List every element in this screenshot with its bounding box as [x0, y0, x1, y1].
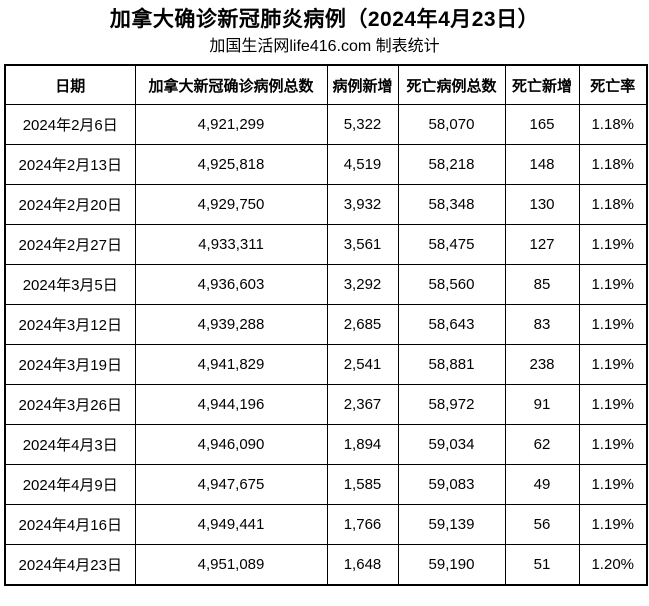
value-cell: 58,881 — [397, 344, 506, 385]
value-cell: 1,894 — [326, 424, 399, 465]
column-header: 病例新增 — [326, 64, 399, 105]
table-row: 2024年3月19日 4,941,829 2,541 58,881 238 1.19% — [4, 344, 648, 385]
table-row: 2024年3月12日 4,939,288 2,685 58,643 83 1.19% — [4, 304, 648, 345]
covid-stats-table: 日期 加拿大新冠确诊病例总数 病例新增 死亡病例总数 死亡新增 死亡率 2024年2月6日… — [4, 64, 648, 586]
date-cell: 2024年4月16日 — [4, 504, 136, 545]
value-cell: 3,932 — [326, 184, 399, 225]
value-cell: 1,648 — [326, 544, 399, 586]
value-cell: 59,190 — [397, 544, 506, 586]
value-cell: 49 — [504, 464, 580, 505]
value-cell: 148 — [504, 144, 580, 185]
date-cell: 2024年2月27日 — [4, 224, 136, 265]
value-cell: 1.19% — [578, 344, 648, 385]
value-cell: 2,367 — [326, 384, 399, 425]
value-cell: 1.19% — [578, 384, 648, 425]
date-cell: 2024年4月9日 — [4, 464, 136, 505]
value-cell: 58,560 — [397, 264, 506, 305]
value-cell: 1.18% — [578, 184, 648, 225]
date-cell: 2024年3月12日 — [4, 304, 136, 345]
table-row: 2024年4月16日 4,949,441 1,766 59,139 56 1.19% — [4, 504, 648, 545]
value-cell: 1.19% — [578, 264, 648, 305]
value-cell: 1,585 — [326, 464, 399, 505]
value-cell: 127 — [504, 224, 580, 265]
value-cell: 1.20% — [578, 544, 648, 586]
page-subtitle: 加国生活网life416.com 制表统计 — [209, 38, 440, 55]
value-cell: 1.19% — [578, 224, 648, 265]
value-cell: 165 — [504, 104, 580, 145]
value-cell: 85 — [504, 264, 580, 305]
value-cell: 1,766 — [326, 504, 399, 545]
value-cell: 2,685 — [326, 304, 399, 345]
column-header: 加拿大新冠确诊病例总数 — [134, 64, 328, 105]
value-cell: 5,322 — [326, 104, 399, 145]
value-cell: 51 — [504, 544, 580, 586]
column-header: 死亡率 — [578, 64, 648, 105]
value-cell: 83 — [504, 304, 580, 345]
value-cell: 130 — [504, 184, 580, 225]
table-row: 2024年2月27日 4,933,311 3,561 58,475 127 1.19% — [4, 224, 648, 265]
value-cell: 59,083 — [397, 464, 506, 505]
date-cell: 2024年3月5日 — [4, 264, 136, 305]
value-cell: 4,519 — [326, 144, 399, 185]
column-header: 日期 — [4, 64, 136, 105]
table-row: 2024年4月23日 4,951,089 1,648 59,190 51 1.20% — [4, 544, 648, 586]
value-cell: 4,933,311 — [134, 224, 328, 265]
value-cell: 4,946,090 — [134, 424, 328, 465]
value-cell: 59,034 — [397, 424, 506, 465]
value-cell: 58,475 — [397, 224, 506, 265]
table-row: 2024年3月26日 4,944,196 2,367 58,972 91 1.19% — [4, 384, 648, 425]
value-cell: 238 — [504, 344, 580, 385]
value-cell: 4,925,818 — [134, 144, 328, 185]
value-cell: 58,972 — [397, 384, 506, 425]
page-title: 加拿大确诊新冠肺炎病例（2024年4月23日） — [109, 8, 540, 31]
value-cell: 4,947,675 — [134, 464, 328, 505]
value-cell: 91 — [504, 384, 580, 425]
page: 加拿大确诊新冠肺炎病例（2024年4月23日） 加国生活网life416.com… — [0, 7, 649, 586]
table-row: 2024年4月9日 4,947,675 1,585 59,083 49 1.19% — [4, 464, 648, 505]
column-header: 死亡病例总数 — [397, 64, 506, 105]
table-row: 2024年2月6日 4,921,299 5,322 58,070 165 1.18% — [4, 104, 648, 145]
value-cell: 4,939,288 — [134, 304, 328, 345]
value-cell: 62 — [504, 424, 580, 465]
value-cell: 4,944,196 — [134, 384, 328, 425]
value-cell: 4,921,299 — [134, 104, 328, 145]
value-cell: 59,139 — [397, 504, 506, 545]
value-cell: 1.19% — [578, 504, 648, 545]
value-cell: 4,941,829 — [134, 344, 328, 385]
value-cell: 1.19% — [578, 424, 648, 465]
value-cell: 4,951,089 — [134, 544, 328, 586]
date-cell: 2024年4月3日 — [4, 424, 136, 465]
date-cell: 2024年3月19日 — [4, 344, 136, 385]
table-row: 2024年4月3日 4,946,090 1,894 59,034 62 1.19% — [4, 424, 648, 465]
date-cell: 2024年4月23日 — [4, 544, 136, 586]
value-cell: 58,070 — [397, 104, 506, 145]
value-cell: 58,348 — [397, 184, 506, 225]
value-cell: 58,643 — [397, 304, 506, 345]
table-header-row: 日期 加拿大新冠确诊病例总数 病例新增 死亡病例总数 死亡新增 死亡率 — [4, 64, 648, 105]
date-cell: 2024年3月26日 — [4, 384, 136, 425]
value-cell: 1.18% — [578, 104, 648, 145]
value-cell: 4,936,603 — [134, 264, 328, 305]
column-header: 死亡新增 — [504, 64, 580, 105]
value-cell: 4,929,750 — [134, 184, 328, 225]
date-cell: 2024年2月20日 — [4, 184, 136, 225]
value-cell: 58,218 — [397, 144, 506, 185]
value-cell: 2,541 — [326, 344, 399, 385]
value-cell: 1.19% — [578, 304, 648, 345]
value-cell: 1.18% — [578, 144, 648, 185]
value-cell: 3,292 — [326, 264, 399, 305]
value-cell: 56 — [504, 504, 580, 545]
table-row: 2024年2月13日 4,925,818 4,519 58,218 148 1.18% — [4, 144, 648, 185]
value-cell: 1.19% — [578, 464, 648, 505]
date-cell: 2024年2月6日 — [4, 104, 136, 145]
value-cell: 4,949,441 — [134, 504, 328, 545]
date-cell: 2024年2月13日 — [4, 144, 136, 185]
table-row: 2024年3月5日 4,936,603 3,292 58,560 85 1.19% — [4, 264, 648, 305]
table-row: 2024年2月20日 4,929,750 3,932 58,348 130 1.18% — [4, 184, 648, 225]
value-cell: 3,561 — [326, 224, 399, 265]
